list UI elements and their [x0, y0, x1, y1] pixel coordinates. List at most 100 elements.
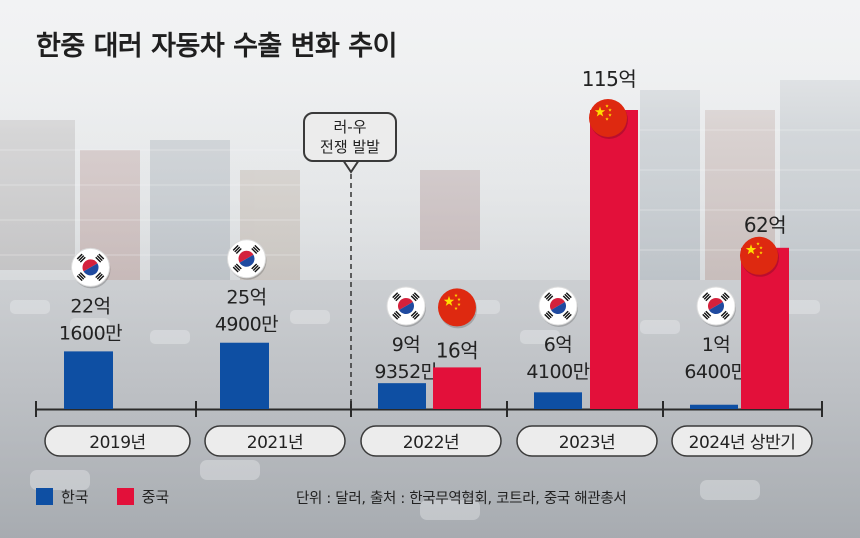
korea-value-label-1: 22억 — [70, 295, 110, 317]
trigram-bar — [395, 295, 402, 302]
china-flag-icon — [438, 288, 477, 329]
legend: 한국 중국 — [36, 486, 197, 507]
korea-value-label-1: 1억 — [702, 334, 731, 356]
taegeuk-red — [238, 250, 254, 263]
korea-value-label-2: 4100만 — [526, 361, 589, 383]
year-pill-bg — [44, 425, 191, 457]
year-pill-4: 2024년 상반기 — [671, 425, 813, 457]
korea-bar — [378, 383, 426, 409]
trigram-bar — [98, 275, 105, 282]
trigram — [95, 253, 105, 263]
trigram-bar — [413, 292, 420, 299]
year-label: 2022년 — [403, 433, 459, 453]
china-value-label: 115억 — [582, 67, 637, 91]
trigram-bar — [720, 310, 727, 317]
small-star — [756, 255, 760, 259]
trigram-bar — [252, 265, 259, 271]
trigram — [562, 292, 572, 302]
trigram-bar — [96, 273, 103, 280]
trigram-bar — [232, 266, 239, 273]
trigram-bar — [412, 293, 419, 300]
china-flag-icon — [740, 236, 779, 277]
trigram-bar — [723, 313, 730, 320]
korea-flag-icon — [71, 247, 111, 289]
trigram-bar — [547, 310, 554, 317]
small-star — [605, 104, 609, 108]
small-star — [759, 251, 763, 255]
trigram-bar — [79, 256, 86, 263]
china-bar — [741, 247, 789, 409]
trigram-bar — [235, 263, 242, 270]
taegeuk-blue — [551, 302, 566, 314]
legend-item-korea: 한국 — [36, 486, 89, 507]
source-note: 단위 : 달러, 출처 : 한국무역협회, 코트라, 중국 해관총서 — [296, 491, 627, 507]
trigram-bar — [564, 312, 571, 319]
taegeuk-red — [398, 298, 413, 310]
trigram-bar — [235, 248, 242, 254]
trigram-bar — [98, 253, 105, 260]
flag-disc — [438, 288, 476, 327]
big-star — [745, 244, 757, 255]
korea-flag-icon — [538, 286, 578, 327]
trigram — [702, 292, 712, 302]
china-bar — [433, 367, 481, 409]
trigram-bar — [413, 313, 420, 320]
trigram-bar — [232, 244, 239, 251]
trigram-bar — [705, 295, 712, 302]
trigram-bar — [545, 293, 552, 300]
china-flag-icon — [589, 99, 628, 139]
big-star — [443, 295, 455, 306]
trigram-bar — [545, 312, 552, 319]
big-star — [594, 106, 606, 117]
taegeuk-blue — [83, 263, 99, 276]
trigram — [251, 244, 261, 254]
trigram — [76, 253, 86, 263]
korea-bar — [64, 351, 113, 409]
year-label: 2023년 — [559, 433, 615, 453]
trigram-bar — [393, 293, 400, 300]
trigram-bar — [234, 246, 241, 253]
trigram-bar — [76, 253, 83, 260]
taegeuk-red — [550, 298, 565, 310]
trigram-bar — [393, 312, 400, 319]
trigram-bar — [95, 256, 102, 263]
year-pill-bg — [516, 425, 658, 457]
year-pill-1: 2021년 — [204, 425, 346, 457]
trigram-bar — [723, 292, 730, 299]
taegeuk-blue — [399, 302, 414, 314]
trigram-bar — [544, 292, 551, 299]
legend-swatch-china — [116, 488, 134, 505]
legend-item-china: 중국 — [116, 486, 169, 507]
trigram-bar — [234, 265, 241, 271]
trigram-bar — [412, 312, 419, 319]
trigram — [544, 310, 554, 320]
trigram-bar — [547, 295, 554, 302]
small-star — [454, 306, 458, 310]
trigram-bar — [252, 246, 259, 253]
taegeuk-blue — [239, 254, 255, 267]
trigram-bar — [722, 312, 729, 319]
trigram-bar — [392, 292, 399, 299]
legend-swatch-korea — [36, 488, 53, 505]
year-label: 2021년 — [247, 433, 303, 453]
trigram — [392, 292, 402, 302]
trigram — [232, 263, 242, 273]
year-pill-bg — [360, 425, 502, 457]
trigram — [702, 310, 712, 320]
trigram-bar — [562, 310, 569, 317]
trigram — [251, 263, 261, 273]
trigram-bar — [410, 310, 417, 317]
korea-value-label-1: 9억 — [392, 334, 421, 356]
korea-value-label-2: 9352만 — [374, 361, 437, 383]
small-star — [605, 117, 609, 121]
korea-flag-icon — [696, 286, 736, 327]
korea-value-label-2: 1600만 — [59, 322, 122, 344]
trigram — [720, 292, 730, 302]
small-star — [457, 297, 461, 301]
trigram-bar — [703, 312, 710, 319]
small-star — [608, 113, 612, 117]
trigram-bar — [395, 310, 402, 317]
trigram-bar — [76, 275, 83, 282]
trigram-bar — [565, 313, 572, 320]
